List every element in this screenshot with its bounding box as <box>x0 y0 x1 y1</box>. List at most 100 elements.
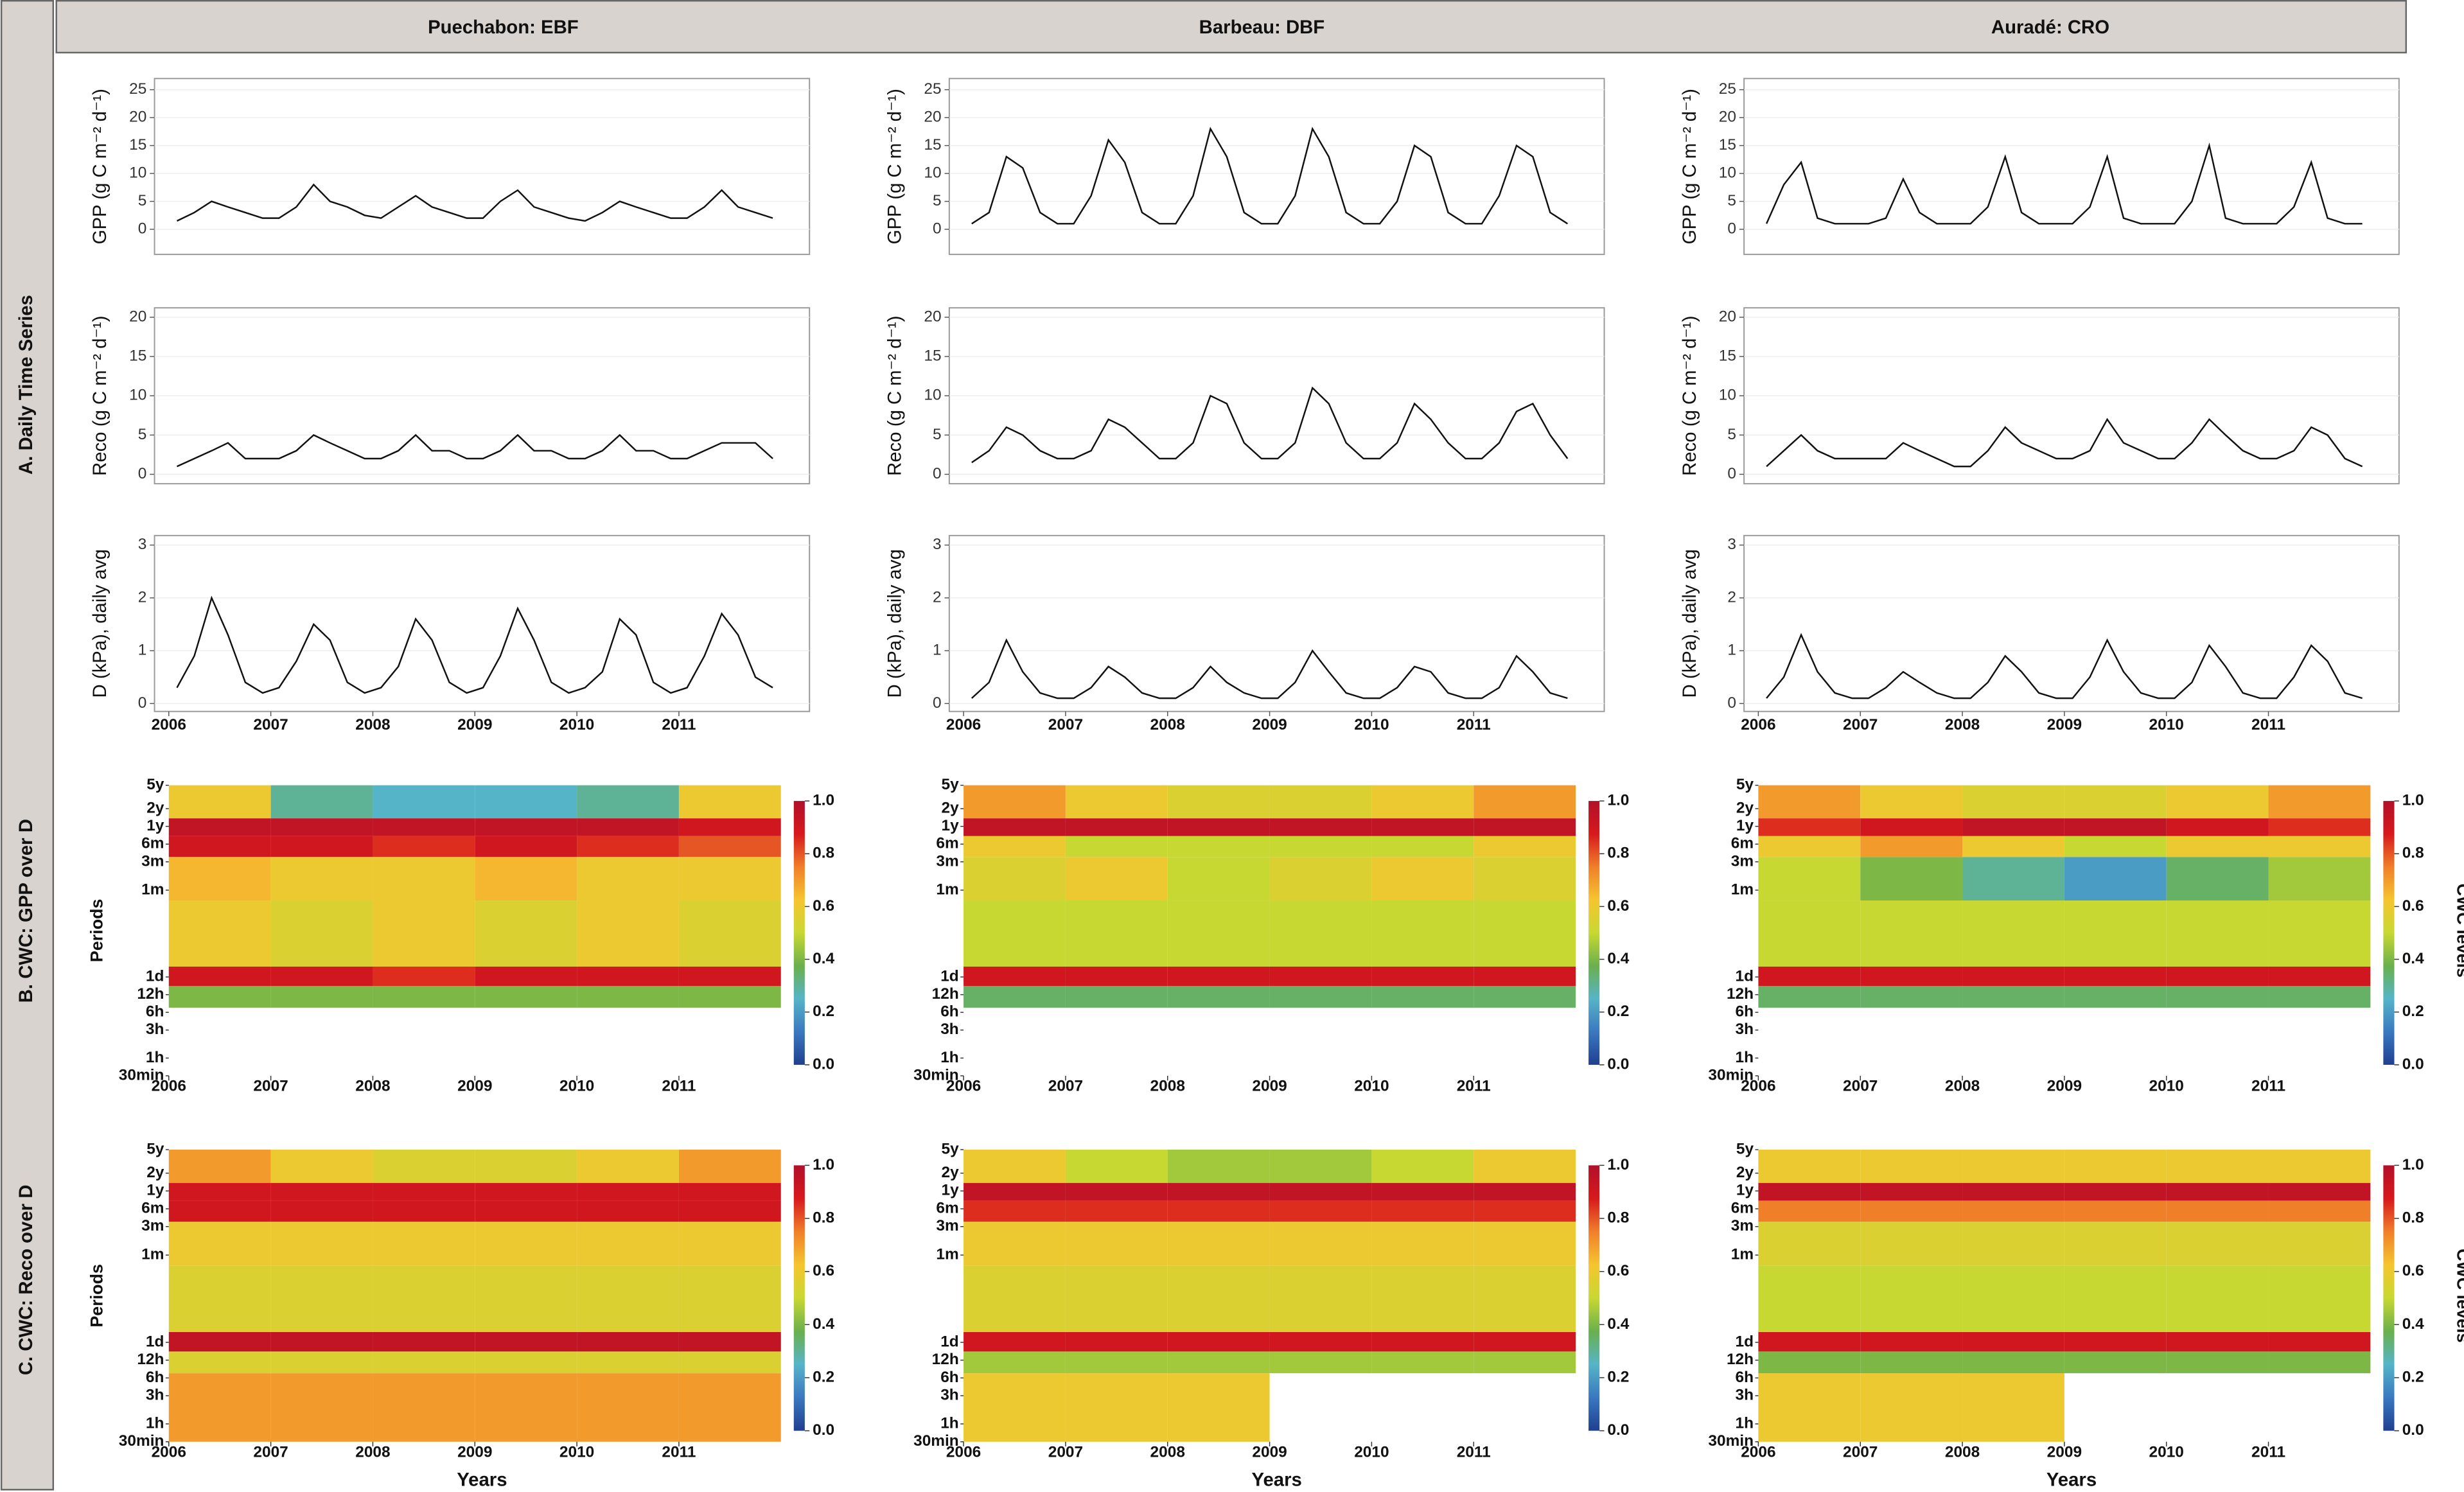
heat-cell <box>1371 1351 1474 1374</box>
heat-cell <box>1269 1265 1372 1332</box>
heat-cell <box>475 785 577 819</box>
heat-cell <box>168 1222 271 1266</box>
heat-cell <box>1065 1373 1168 1442</box>
heat-cell <box>270 1265 373 1332</box>
y-tick-label: 15 <box>129 347 146 365</box>
x-tick-label: 2006 <box>152 1443 186 1461</box>
x-tick-label: 2011 <box>2251 1443 2285 1461</box>
heat-cell <box>1167 1265 1270 1332</box>
heat-cell <box>577 900 679 967</box>
colorbar-tick-label: 1.0 <box>813 1156 834 1173</box>
colorbar-tick-label: 0.0 <box>1607 1421 1629 1439</box>
x-tick-label: 2007 <box>1843 1078 1878 1095</box>
colorbar-tick-label: 0.8 <box>813 1209 834 1226</box>
heat-cell <box>270 1373 373 1442</box>
y-tick-label: 3 <box>1727 536 1736 553</box>
row-title: A. Daily Time Series <box>15 295 37 475</box>
heat-cell <box>1758 1331 1861 1352</box>
heat-cell <box>1269 1200 1372 1222</box>
colorbar-tick-label: 1.0 <box>2402 792 2424 809</box>
y-tick-label: 1d <box>146 968 164 985</box>
x-tick-label: 2007 <box>1048 1443 1083 1461</box>
y-tick-label: 1d <box>146 1333 164 1350</box>
y-tick-label: 6h <box>1736 1369 1754 1386</box>
heat-cell <box>2268 836 2371 857</box>
y-tick-label: 15 <box>1719 347 1736 365</box>
heat-cell <box>1860 818 1963 836</box>
x-axis-title: Years <box>1252 1470 1302 1491</box>
heat-cell <box>678 1149 781 1183</box>
heat-cell <box>1962 836 2064 857</box>
heat-cell <box>168 900 271 967</box>
colorbar-tick-label: 0.8 <box>1607 1209 1629 1226</box>
heat-cell <box>270 836 373 857</box>
heat-cell <box>373 986 475 1008</box>
heat-cell <box>2166 818 2269 836</box>
x-tick-label: 2009 <box>1252 1443 1287 1461</box>
heat-cell <box>577 1373 679 1442</box>
y-tick-label: 1 <box>933 642 942 659</box>
heat-cell <box>678 818 781 836</box>
x-tick-label: 2007 <box>1843 1443 1878 1461</box>
colorbar-tick-label: 1.0 <box>2402 1156 2424 1173</box>
heat-cell <box>577 966 679 987</box>
heat-cell <box>373 857 475 901</box>
heat-cell <box>2268 1200 2371 1222</box>
heat-cell <box>577 836 679 857</box>
y-tick-label: 3m <box>141 1217 164 1234</box>
heat-cell <box>1269 1351 1372 1374</box>
colorbar-tick-label: 0.8 <box>1607 845 1629 862</box>
x-axis-title: Years <box>457 1470 507 1491</box>
colorbar <box>2383 1165 2395 1431</box>
x-tick-label: 2008 <box>355 1443 390 1461</box>
heat-cell <box>475 1351 577 1374</box>
heat-cell <box>1860 966 1963 987</box>
heat-cell <box>373 1373 475 1442</box>
colorbar-tick-label: 0.6 <box>2402 897 2424 915</box>
heat-cell <box>2166 1182 2269 1201</box>
heat-cell <box>2166 1265 2269 1332</box>
y-tick-label: 3h <box>146 1021 164 1038</box>
x-tick-label: 2010 <box>559 1078 594 1095</box>
heat-cell <box>2166 836 2269 857</box>
y-tick-label: 3 <box>933 536 942 553</box>
heat-cell <box>1860 1351 1963 1374</box>
heat-cell <box>1167 836 1270 857</box>
heat-cell <box>1167 966 1270 987</box>
y-tick-label: 2y <box>146 800 164 817</box>
heat-cell <box>1167 1149 1270 1183</box>
heat-cell <box>2166 1149 2269 1183</box>
heat-cell <box>678 1265 781 1332</box>
heat-cell <box>270 1351 373 1374</box>
heat-cell <box>1065 857 1168 901</box>
heat-cell <box>1371 900 1474 967</box>
y-tick-label: 15 <box>924 347 941 365</box>
heat-cell <box>270 818 373 836</box>
y-axis-title: GPP (g C m⁻² d⁻¹) <box>1679 89 1700 244</box>
y-tick-label: 30min <box>119 1066 164 1084</box>
heat-cell <box>1167 1373 1270 1442</box>
y-tick-label: 30min <box>119 1432 164 1450</box>
heat-cell <box>270 1200 373 1222</box>
heat-cell <box>1371 785 1474 819</box>
heat-cell <box>2166 966 2269 987</box>
heat-cell <box>678 1331 781 1352</box>
y-tick-label: 5y <box>942 776 960 793</box>
y-tick-label: 1m <box>141 1246 164 1263</box>
colorbar-tick-label: 0.2 <box>2402 1003 2424 1020</box>
colorbar-tick-label: 0.4 <box>2402 950 2424 967</box>
heat-cell <box>1167 1331 1270 1352</box>
heat-cell <box>1962 1149 2064 1183</box>
heat-cell <box>168 1182 271 1201</box>
heat-cell <box>964 785 1066 819</box>
heat-cell <box>1758 986 1861 1008</box>
y-tick-label: 1d <box>940 968 959 985</box>
y-tick-label: 10 <box>129 387 146 404</box>
y-tick-label: 25 <box>924 80 941 98</box>
y-tick-label: 6h <box>1736 1003 1754 1021</box>
heat-cell <box>1860 1222 1963 1266</box>
heat-cell <box>1474 1222 1576 1266</box>
heat-cell <box>964 986 1066 1008</box>
y-tick-label: 1y <box>1736 1182 1754 1199</box>
y-tick-label: 3m <box>1731 1217 1754 1234</box>
